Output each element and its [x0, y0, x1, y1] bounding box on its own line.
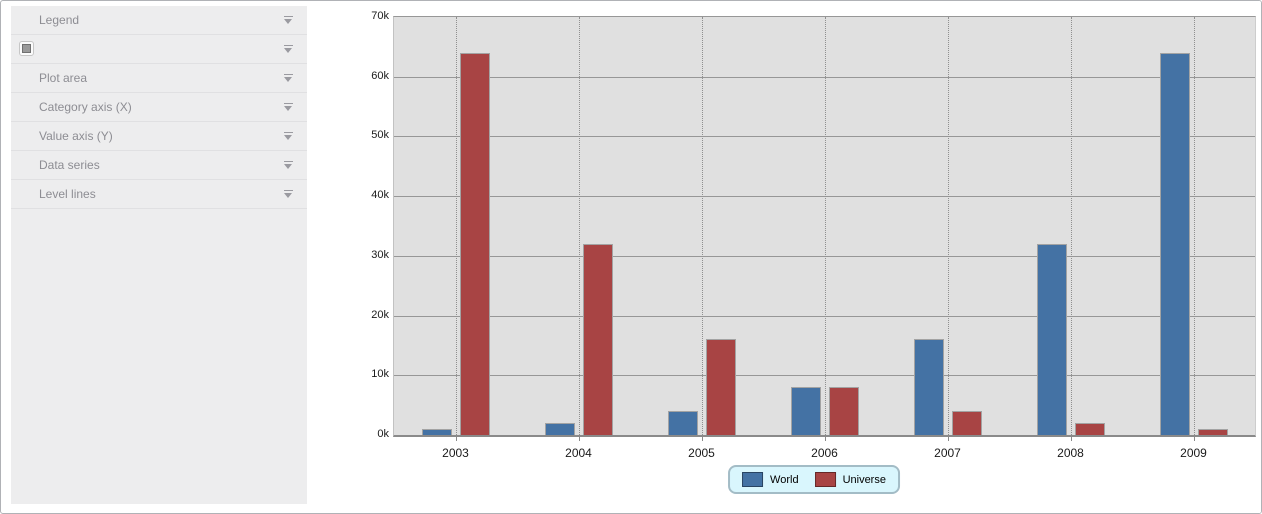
bar-universe-2004[interactable]	[582, 243, 613, 435]
x-axis-label: 2008	[1057, 446, 1084, 460]
sidebar-item-label: Value axis (Y)	[39, 129, 113, 143]
x-axis-label: 2007	[934, 446, 961, 460]
checkbox[interactable]	[19, 41, 34, 56]
sidebar-item-blank[interactable]	[11, 35, 307, 64]
bar-universe-2008[interactable]	[1074, 423, 1105, 435]
x-axis-tick	[701, 436, 703, 441]
y-axis-label: 60k	[371, 69, 389, 82]
x-axis-label: 2009	[1180, 446, 1207, 460]
bar-world-2004[interactable]	[544, 423, 575, 435]
bar-world-2005[interactable]	[667, 411, 698, 435]
bar-universe-2003[interactable]	[459, 52, 490, 435]
bar-universe-2005[interactable]	[705, 339, 736, 435]
legend[interactable]: World Universe	[728, 465, 900, 494]
chevron-down-icon	[284, 74, 293, 82]
y-axis-label: 20k	[371, 308, 389, 321]
x-axis-tick	[1070, 436, 1072, 441]
grid-line-vertical	[455, 17, 457, 435]
y-axis-label: 0k	[377, 428, 389, 440]
chevron-down-icon	[284, 45, 293, 53]
plot-area[interactable]	[393, 16, 1256, 437]
legend-swatch-universe	[814, 472, 836, 487]
grid-line-vertical	[578, 17, 580, 435]
chevron-down-icon	[284, 190, 293, 198]
y-axis-label: 30k	[371, 248, 389, 261]
x-axis-tick	[455, 436, 457, 441]
legend-label: Universe	[842, 473, 886, 486]
chevron-down-icon	[284, 132, 293, 140]
bar-world-2007[interactable]	[913, 339, 944, 435]
x-axis-tick	[824, 436, 826, 441]
sidebar-item-legend[interactable]: Legend	[11, 6, 307, 35]
sidebar-item-label: Category axis (X)	[39, 100, 132, 114]
legend-label: World	[770, 473, 799, 486]
chevron-down-icon	[284, 16, 293, 24]
x-axis-tick	[1193, 436, 1195, 441]
bar-universe-2007[interactable]	[951, 411, 982, 435]
x-axis-tick	[578, 436, 580, 441]
y-axis-label: 10k	[371, 368, 389, 381]
bar-universe-2009[interactable]	[1197, 429, 1228, 435]
sidebar-item-category-axis-x[interactable]: Category axis (X)	[11, 93, 307, 122]
y-axis-label: 50k	[371, 129, 389, 142]
x-axis-label: 2003	[442, 446, 469, 460]
sidebar-item-label: Plot area	[39, 71, 88, 85]
chevron-down-icon	[284, 161, 293, 169]
sidebar-item-level-lines[interactable]: Level lines	[11, 180, 307, 209]
grid-line-vertical	[947, 17, 949, 435]
grid-line-vertical	[824, 17, 826, 435]
bar-world-2008[interactable]	[1036, 243, 1067, 435]
legend-item-world[interactable]: World	[742, 472, 799, 487]
grid-line-vertical	[701, 17, 703, 435]
sidebar: Legend Plot area Category axis (X) Value ax…	[11, 6, 307, 504]
sidebar-item-value-axis-y[interactable]: Value axis (Y)	[11, 122, 307, 151]
sidebar-item-data-series[interactable]: Data series	[11, 151, 307, 180]
x-axis-tick	[947, 436, 949, 441]
y-axis-label: 40k	[371, 189, 389, 202]
legend-swatch-world	[742, 472, 764, 487]
chart-area: World Universe 0k 10k 20k 30k 40k 50k 60k 70k 200…	[307, 1, 1261, 513]
sidebar-item-plot-area[interactable]: Plot area	[11, 64, 307, 93]
grid-line-vertical	[1193, 17, 1195, 435]
bar-world-2006[interactable]	[790, 387, 821, 435]
grid-line-vertical	[1070, 17, 1072, 435]
bar-universe-2006[interactable]	[828, 387, 859, 435]
x-axis-label: 2004	[565, 446, 592, 460]
bar-world-2009[interactable]	[1159, 52, 1190, 435]
chevron-down-icon	[284, 103, 293, 111]
sidebar-item-label: Level lines	[39, 187, 96, 201]
legend-item-universe[interactable]: Universe	[814, 472, 886, 487]
bar-world-2003[interactable]	[421, 429, 452, 435]
x-axis-label: 2005	[688, 446, 715, 460]
sidebar-item-label: Data series	[39, 158, 100, 172]
y-axis-label: 70k	[371, 10, 389, 22]
sidebar-item-label: Legend	[39, 13, 80, 27]
x-axis-label: 2006	[811, 446, 838, 460]
